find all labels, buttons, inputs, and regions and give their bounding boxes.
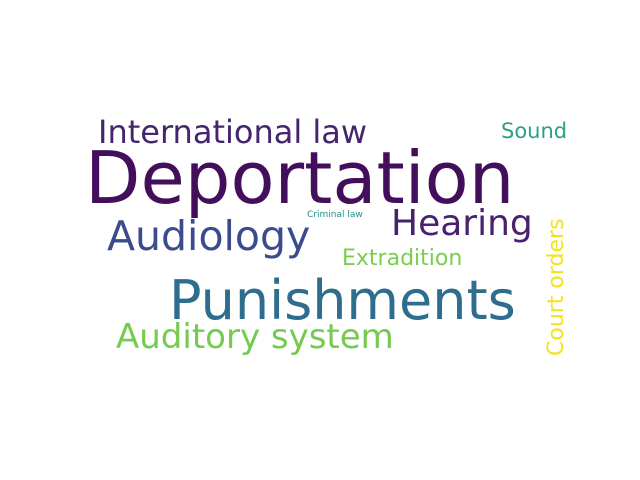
word-deportation: Deportation [85, 136, 515, 220]
word-international-law: International law [98, 113, 368, 151]
word-court-orders: Court orders [544, 218, 569, 356]
word-auditory-system: Auditory system [116, 317, 394, 357]
word-sound: Sound [501, 119, 568, 143]
word-audiology: Audiology [107, 212, 311, 260]
word-hearing: Hearing [391, 203, 533, 244]
word-criminal-law: Criminal law [307, 210, 363, 220]
word-punishments: Punishments [169, 269, 516, 332]
word-extradition: Extradition [342, 246, 463, 271]
